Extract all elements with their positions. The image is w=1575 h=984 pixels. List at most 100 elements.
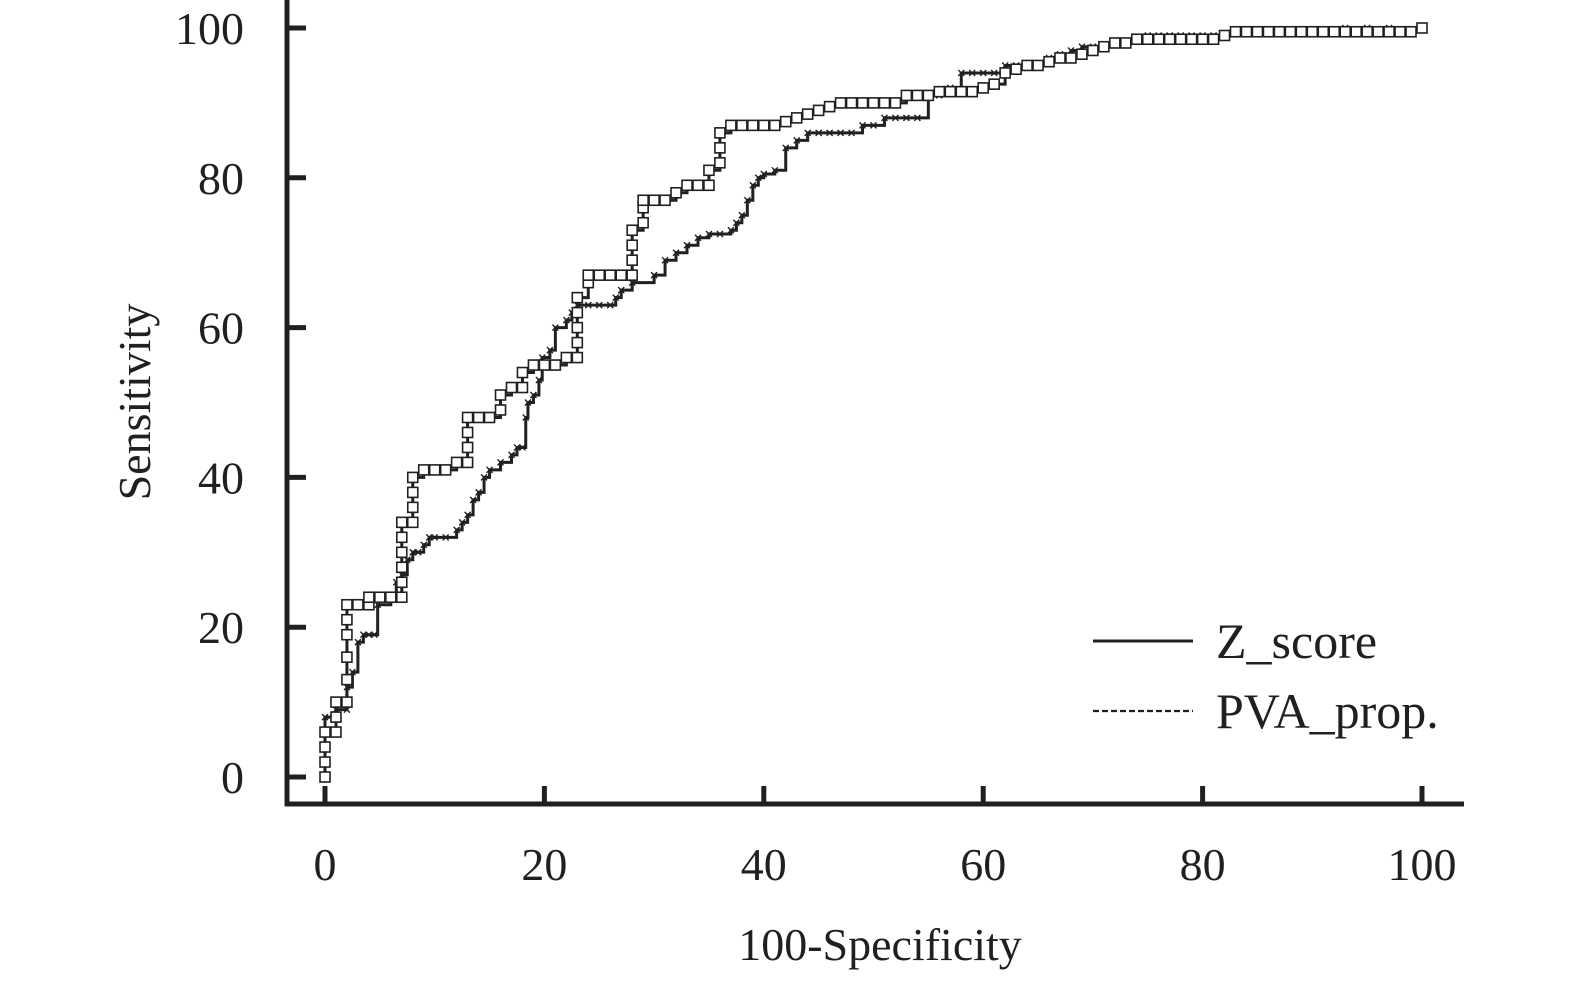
data-point: [801, 108, 814, 120]
data-point: [1076, 48, 1088, 61]
data-point: [913, 114, 921, 122]
data-point: [1416, 22, 1428, 34]
legend: Z_score PVA_prop.: [1093, 613, 1439, 739]
data-point: [692, 179, 704, 192]
data-point: [483, 411, 496, 424]
y-tick-label: 0: [221, 752, 244, 803]
data-point: [990, 69, 998, 77]
data-point: [365, 631, 373, 639]
data-point: [615, 269, 627, 281]
data-point: [562, 316, 570, 324]
data-point: [428, 464, 441, 476]
y-tick-label: 100: [175, 3, 244, 54]
data-point: [870, 121, 877, 129]
data-point: [370, 631, 378, 639]
data-point: [480, 473, 488, 481]
data-point: [395, 531, 408, 544]
data-point: [1207, 33, 1220, 46]
data-point: [352, 598, 364, 611]
data-point: [1141, 33, 1154, 46]
data-point: [790, 112, 803, 124]
data-point: [1054, 52, 1066, 64]
data-point: [1317, 25, 1330, 38]
data-point: [518, 443, 526, 451]
data-point: [637, 216, 649, 229]
data-point: [341, 673, 353, 686]
data-point: [425, 533, 433, 541]
data-point: [648, 194, 660, 207]
data-point: [341, 613, 353, 626]
data-point: [505, 381, 518, 394]
data-point: [714, 127, 726, 139]
data-point: [1021, 59, 1033, 72]
data-point: [409, 548, 417, 556]
data-point: [1383, 25, 1395, 38]
data-point: [442, 533, 450, 541]
data-point: [933, 85, 946, 98]
data-point: [319, 771, 331, 783]
data-point: [626, 224, 638, 237]
y-tick-label: 60: [198, 303, 244, 354]
data-point: [612, 294, 620, 302]
data-point: [725, 119, 737, 132]
data-point: [902, 114, 910, 122]
legend-item: PVA_prop.: [1093, 683, 1439, 739]
x-tick-label: 0: [314, 839, 337, 890]
data-point: [1163, 33, 1176, 46]
data-point: [359, 631, 367, 639]
data-point: [1229, 25, 1242, 38]
data-point: [406, 516, 419, 529]
data-point: [560, 351, 573, 364]
data-point: [453, 526, 461, 534]
data-point: [1394, 25, 1406, 38]
data-point: [1273, 25, 1286, 38]
data-point: [880, 114, 888, 122]
data-point: [461, 426, 474, 439]
data-point: [1306, 25, 1319, 38]
data-point: [771, 166, 779, 174]
y-tick-label: 20: [198, 602, 244, 653]
legend-label: PVA_prop.: [1216, 683, 1439, 739]
data-point: [341, 651, 353, 663]
data-point: [593, 269, 606, 281]
data-point: [354, 638, 362, 646]
data-point: [363, 591, 375, 604]
data-point: [461, 456, 474, 469]
data-point: [736, 119, 748, 132]
data-point: [571, 351, 584, 364]
data-point: [944, 85, 957, 98]
data-point: [524, 399, 532, 406]
data-point: [626, 269, 638, 281]
data-point: [1240, 25, 1253, 38]
data-point: [458, 518, 466, 526]
data-point: [626, 239, 638, 252]
data-point: [527, 359, 540, 371]
data-point: [1284, 25, 1297, 38]
data-point: [738, 211, 746, 219]
data-point: [1361, 25, 1373, 38]
axes: 0 20 40 60 80 100 0 20 40 60 80 100: [175, 0, 1464, 890]
data-point: [705, 230, 713, 238]
data-point: [385, 591, 397, 604]
data-point: [1185, 33, 1198, 46]
data-point: [464, 511, 472, 519]
data-point: [626, 254, 638, 266]
data-point: [747, 119, 759, 132]
series-pva-prop: [319, 22, 1428, 783]
data-point: [374, 591, 386, 604]
data-point: [513, 443, 521, 451]
x-tick-label: 80: [1180, 839, 1226, 890]
data-point: [826, 129, 834, 137]
data-point: [1350, 25, 1362, 38]
data-point: [571, 336, 584, 349]
data-point: [782, 144, 790, 152]
data-point: [1098, 40, 1110, 53]
data-point: [406, 486, 419, 499]
data-point: [703, 179, 715, 192]
data-point: [999, 67, 1011, 79]
data-point: [988, 78, 1000, 90]
data-point: [672, 249, 680, 257]
data-point: [395, 516, 408, 529]
